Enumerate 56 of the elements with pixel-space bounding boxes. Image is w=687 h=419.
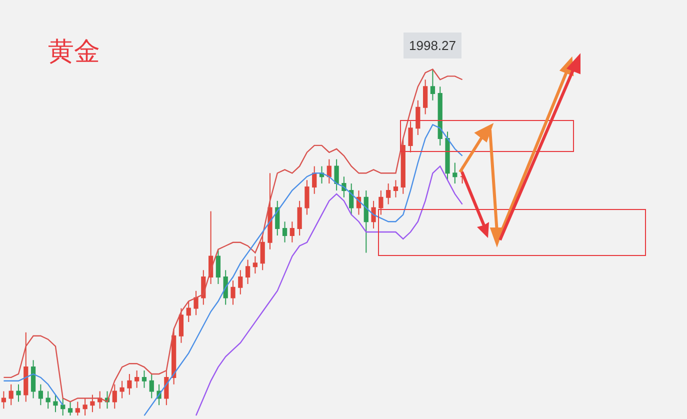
candlestick	[282, 221, 288, 243]
candlestick	[349, 183, 354, 216]
candlestick	[400, 138, 406, 194]
candlestick	[275, 200, 280, 236]
candlestick	[371, 200, 376, 230]
candlestick	[68, 401, 73, 416]
candlestick	[393, 180, 398, 198]
candlestick	[445, 131, 450, 181]
candlestick	[16, 384, 21, 402]
candlestick	[238, 270, 243, 295]
candlestick	[8, 384, 14, 406]
candlestick	[304, 180, 310, 216]
candlestick	[53, 394, 58, 413]
candlestick	[408, 120, 413, 153]
candlestick	[134, 370, 140, 388]
candlestick	[430, 68, 436, 101]
candlestick	[364, 190, 368, 254]
candlestick	[386, 183, 391, 205]
candlestick	[24, 332, 28, 402]
annotation: 1998.27	[409, 38, 456, 53]
candlestick	[334, 158, 339, 191]
candlestick	[178, 308, 184, 344]
candlestick	[252, 256, 258, 274]
candlestick	[30, 360, 36, 399]
candlestick	[245, 259, 250, 284]
candlestick	[82, 398, 88, 416]
candlestick	[438, 86, 442, 146]
candlestick	[326, 158, 332, 184]
candlestick	[38, 384, 43, 406]
candlestick	[260, 234, 265, 271]
candlestick	[172, 328, 176, 385]
candlestick	[290, 221, 294, 243]
candlestick	[378, 190, 384, 216]
candlestick	[230, 280, 236, 306]
candlestick	[452, 162, 458, 184]
candlestick	[312, 166, 317, 194]
candlestick	[142, 370, 147, 388]
candlestick	[423, 79, 428, 115]
candlestick	[223, 270, 228, 306]
candlestick	[416, 100, 420, 136]
candlestick	[186, 300, 191, 323]
candlestick	[90, 394, 95, 413]
candlestick	[1, 390, 6, 410]
candlestick	[112, 384, 117, 410]
candlestick	[216, 248, 221, 284]
candlestick	[297, 200, 302, 236]
chart-title: 黄金	[48, 37, 100, 68]
candlestick	[194, 290, 198, 316]
candlestick	[127, 373, 132, 396]
candlestick	[60, 398, 66, 416]
candlestick	[75, 401, 80, 416]
candlestick	[268, 172, 272, 250]
candlestick	[164, 370, 169, 406]
candlestick	[149, 373, 154, 399]
candlestick	[46, 390, 50, 410]
candlestick	[120, 380, 124, 399]
